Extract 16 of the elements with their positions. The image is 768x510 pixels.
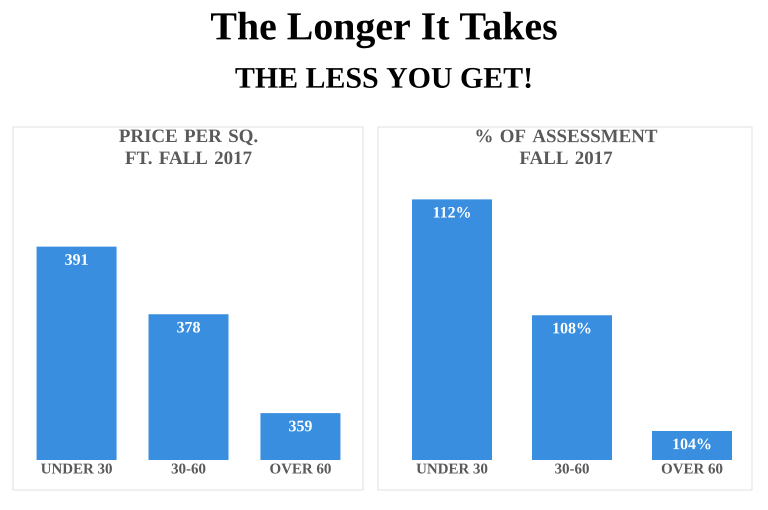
text: The Longer It Takes (210, 12, 557, 48)
text: THE LESS YOU GET! (235, 68, 531, 88)
x-tick-label: OVER 60 (270, 464, 331, 474)
x-tick-label: 30-60 (555, 464, 589, 474)
data-label: 378 (177, 322, 200, 333)
data-label: 359 (289, 420, 312, 432)
data-label: 391 (65, 254, 88, 265)
x-tick-label: OVER 60 (662, 464, 722, 474)
x-tick-label: UNDER 30 (416, 464, 488, 474)
x-tick-label: UNDER 30 (41, 464, 112, 474)
x-tick-label: 30-60 (172, 464, 206, 474)
data-label: 112% (434, 206, 470, 218)
data-label: 104% (673, 438, 710, 450)
text: PRICE PER SQ. FT. FALL 2017 (119, 130, 258, 164)
text: % OF ASSESSMENT FALL 2017 (476, 130, 658, 164)
data-label: 108% (553, 322, 590, 334)
